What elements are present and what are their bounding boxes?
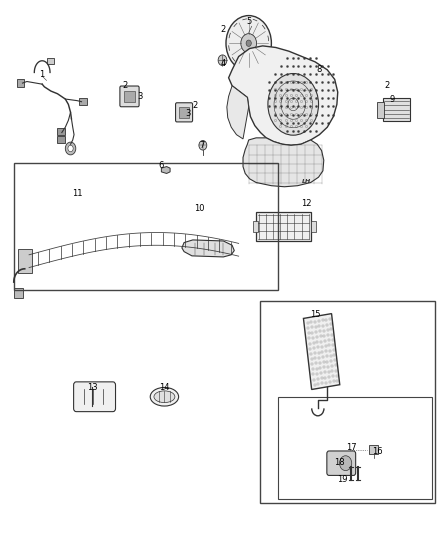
Text: 14: 14 <box>159 383 170 392</box>
Bar <box>17 79 24 87</box>
Ellipse shape <box>150 387 179 406</box>
Bar <box>311 221 316 232</box>
Circle shape <box>241 34 257 53</box>
Text: 13: 13 <box>87 383 98 392</box>
FancyBboxPatch shape <box>120 86 139 107</box>
Bar <box>57 128 65 135</box>
Circle shape <box>246 40 251 46</box>
Circle shape <box>65 142 76 155</box>
Text: 2: 2 <box>384 81 389 90</box>
Bar <box>14 288 22 298</box>
Circle shape <box>199 141 207 150</box>
Circle shape <box>68 146 73 152</box>
Bar <box>179 107 189 118</box>
Bar <box>18 248 32 272</box>
Text: 9: 9 <box>390 94 395 103</box>
Circle shape <box>226 15 272 71</box>
Bar <box>378 102 384 118</box>
Text: 3: 3 <box>185 109 190 118</box>
Polygon shape <box>161 166 170 173</box>
Bar <box>278 397 432 499</box>
Text: 7: 7 <box>200 141 205 150</box>
Text: 2: 2 <box>192 101 198 110</box>
Text: 3: 3 <box>138 92 143 101</box>
Polygon shape <box>229 46 338 146</box>
Circle shape <box>268 74 318 135</box>
Bar <box>14 163 278 290</box>
Polygon shape <box>227 86 249 139</box>
Text: 12: 12 <box>301 199 311 208</box>
Text: 19: 19 <box>337 475 347 483</box>
FancyBboxPatch shape <box>176 103 193 122</box>
Bar <box>124 91 135 102</box>
Polygon shape <box>243 138 324 187</box>
Bar <box>253 221 258 232</box>
Text: 4: 4 <box>221 59 226 68</box>
Bar <box>383 98 410 122</box>
Text: 10: 10 <box>194 204 205 213</box>
Text: 18: 18 <box>334 458 344 466</box>
Bar <box>369 445 378 454</box>
Bar <box>57 136 65 143</box>
FancyBboxPatch shape <box>74 382 116 411</box>
Circle shape <box>218 55 227 66</box>
Bar <box>46 58 54 64</box>
Ellipse shape <box>154 391 175 402</box>
Text: 2: 2 <box>123 81 128 90</box>
Text: 11: 11 <box>72 189 82 198</box>
Text: 8: 8 <box>317 66 322 74</box>
Text: 2: 2 <box>221 26 226 35</box>
Polygon shape <box>304 313 340 390</box>
Text: 16: 16 <box>372 447 382 456</box>
Circle shape <box>339 456 352 471</box>
Polygon shape <box>182 240 234 257</box>
Text: 17: 17 <box>346 443 357 452</box>
Text: 15: 15 <box>310 310 320 319</box>
FancyBboxPatch shape <box>327 451 356 475</box>
Text: 5: 5 <box>246 18 251 27</box>
Text: 6: 6 <box>159 161 164 170</box>
Text: LH: LH <box>302 179 311 184</box>
Text: 1: 1 <box>39 70 45 78</box>
Bar <box>261 301 435 503</box>
Bar <box>79 98 87 105</box>
Bar <box>256 212 311 241</box>
